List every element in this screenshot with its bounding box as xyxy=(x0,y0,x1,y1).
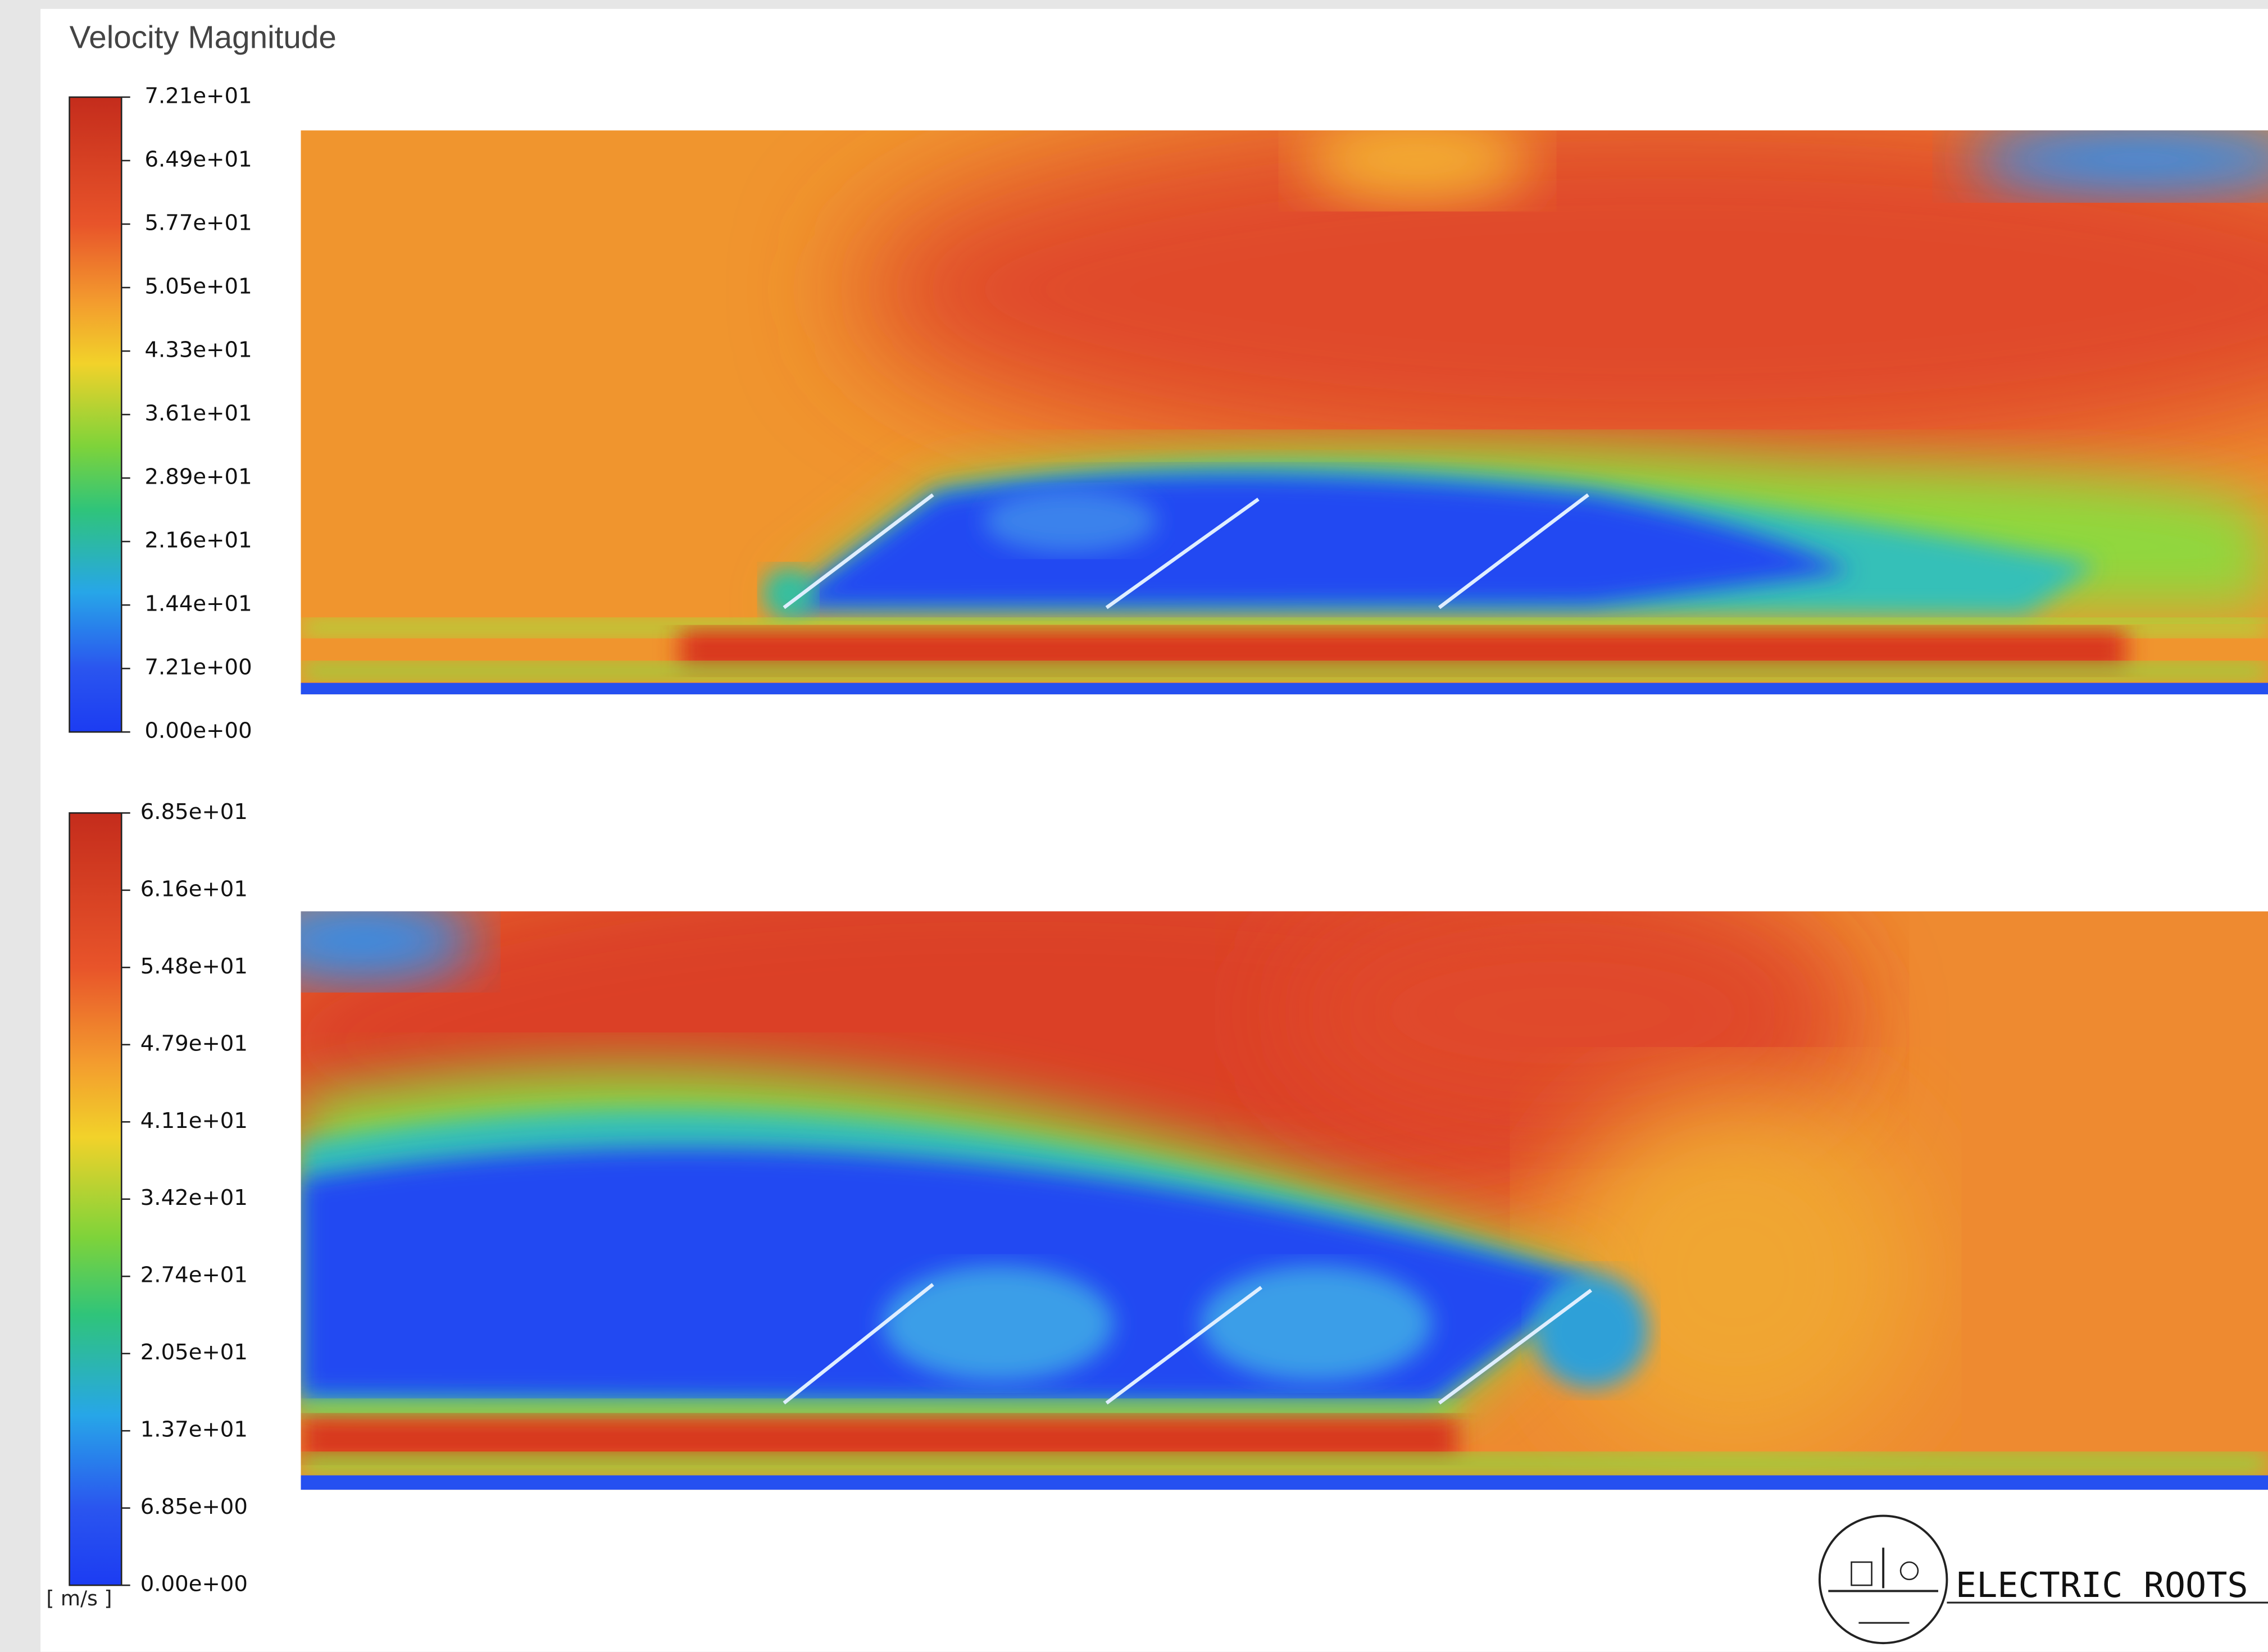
colorbar xyxy=(70,813,122,1585)
colorbar-label: 3.61e+01 xyxy=(144,401,252,426)
colorbar-label: 5.77e+01 xyxy=(144,210,252,235)
unit-label: [ m/s ] xyxy=(46,1587,112,1610)
colorbar-label: 2.74e+01 xyxy=(140,1263,248,1288)
colorbar-label: 7.21e+01 xyxy=(144,83,252,108)
colorbar-label: 6.85e+00 xyxy=(140,1494,248,1519)
colorbar-label: 6.16e+01 xyxy=(140,876,248,902)
screenshot: Velocity Magnitude xyxy=(0,0,2268,1652)
colorbar-label: 4.79e+01 xyxy=(140,1031,248,1056)
colorbar-label: 2.89e+01 xyxy=(144,465,252,490)
colorbar-label: 5.48e+01 xyxy=(140,954,248,979)
colorbar-label: 2.05e+01 xyxy=(140,1340,248,1365)
colorbar-label: 3.42e+01 xyxy=(140,1185,248,1210)
logo-text: ELECTRIC ROOTS xyxy=(1956,1565,2248,1605)
title: Velocity Magnitude xyxy=(70,20,337,55)
page: {"header": {"title": "Velocity Magnitude… xyxy=(0,0,2268,1652)
colorbar-label: 7.21e+00 xyxy=(144,655,252,680)
colorbar-label: 4.11e+01 xyxy=(140,1108,248,1134)
colorbar-label: 0.00e+00 xyxy=(140,1572,248,1597)
colorbar-label: 2.16e+01 xyxy=(144,528,252,553)
colorbar-label: 4.33e+01 xyxy=(144,337,252,362)
colorbar-label: 0.00e+00 xyxy=(144,718,252,744)
colorbar-label: 1.37e+01 xyxy=(140,1417,248,1442)
velocity-field xyxy=(202,825,2268,1490)
colorbar-label: 1.44e+01 xyxy=(144,591,252,617)
velocity-field xyxy=(301,102,2268,695)
colorbar-label: 6.49e+01 xyxy=(144,147,252,172)
colorbar-label: 6.85e+01 xyxy=(140,799,248,825)
colorbar xyxy=(70,97,122,732)
colorbar-label: 5.05e+01 xyxy=(144,274,252,299)
